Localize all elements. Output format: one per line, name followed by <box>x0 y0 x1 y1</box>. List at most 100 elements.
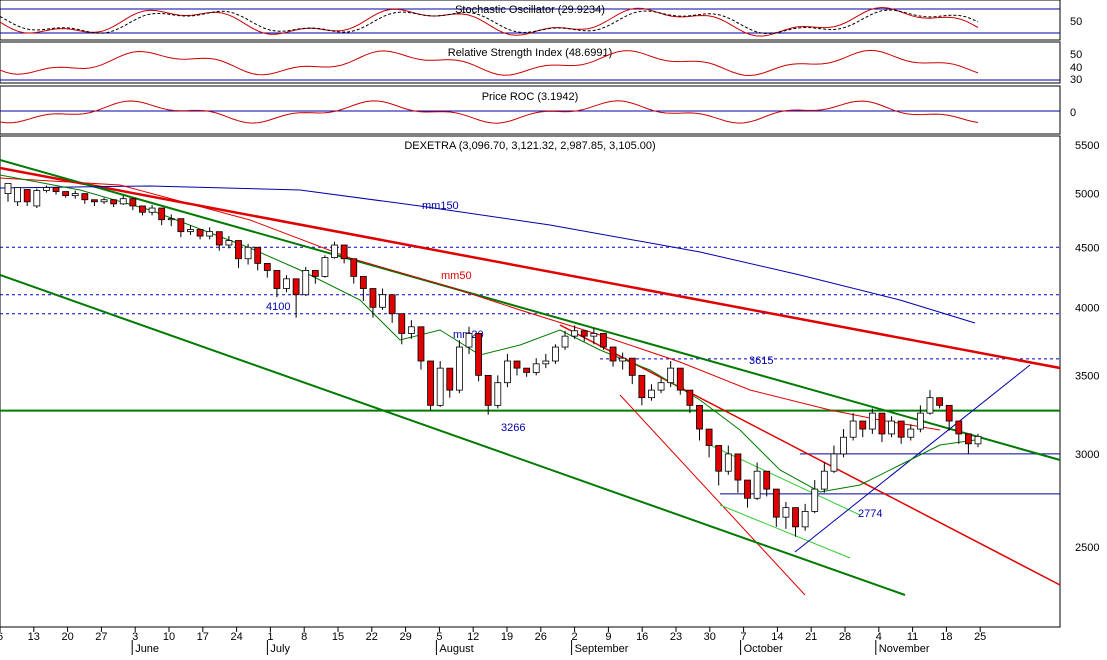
rsi-tick-40: 40 <box>1070 62 1082 74</box>
annotation-label: mm50 <box>441 270 472 282</box>
annotation-label: 3615 <box>749 355 773 367</box>
candle-body <box>359 276 367 289</box>
candle-body <box>407 326 415 334</box>
candle-body <box>455 346 463 391</box>
candle-body <box>619 357 627 362</box>
candle-body <box>139 205 146 213</box>
candle-body <box>81 193 89 201</box>
rsi-frame <box>0 41 1061 84</box>
candle-body <box>110 199 118 205</box>
stochastic-d-line <box>0 9 979 35</box>
x-tick-label: 3 <box>132 631 138 643</box>
trend-line <box>559 324 1061 586</box>
candle-body <box>590 333 598 337</box>
x-tick-label: 9 <box>605 631 611 643</box>
candle-body <box>897 420 905 438</box>
candle-body <box>215 231 223 246</box>
y-tick-label: 3500 <box>1075 370 1099 382</box>
annotation-label: 3266 <box>501 422 525 434</box>
candle-body <box>878 412 886 435</box>
candle-body <box>945 404 953 422</box>
month-label: September <box>575 643 629 655</box>
candle-body <box>235 240 242 260</box>
candle-body <box>542 360 550 365</box>
candle-body <box>23 189 31 203</box>
x-tick-label: 28 <box>839 631 851 643</box>
candle-body <box>830 453 838 472</box>
y-tick-label: 4500 <box>1075 242 1099 254</box>
candle-body <box>177 218 185 233</box>
y-tick-label: 3000 <box>1075 449 1099 461</box>
candle-body <box>379 294 386 308</box>
x-tick-label: 17 <box>197 631 209 643</box>
candle-body <box>964 433 972 445</box>
candle-body <box>436 367 444 406</box>
mm50-line <box>0 177 941 431</box>
candle-body <box>4 183 12 194</box>
candle-body <box>369 288 377 308</box>
candle-body <box>244 246 252 260</box>
trend-line <box>0 274 906 596</box>
x-tick-label: 30 <box>704 631 716 643</box>
candle-body <box>696 404 703 430</box>
candle-body <box>225 240 233 246</box>
x-tick-label: 27 <box>95 631 107 643</box>
candle-body <box>292 278 300 296</box>
x-tick-label: 20 <box>61 631 73 643</box>
candle-body <box>811 488 819 512</box>
stochastic-label: Stochastic Oscillator (29.9234) <box>455 4 605 16</box>
x-tick-label: 10 <box>163 631 175 643</box>
candle-body <box>388 294 396 315</box>
trend-line <box>719 504 851 559</box>
month-label: August <box>439 643 473 655</box>
candle-body <box>820 470 828 490</box>
candle-body <box>676 367 684 391</box>
candle-body <box>974 435 982 445</box>
y-tick-label: 4000 <box>1075 302 1099 314</box>
x-tick-label: 11 <box>907 631 918 643</box>
candle-body <box>609 346 617 362</box>
candle-body <box>868 412 876 430</box>
candle-body <box>119 198 127 205</box>
candle-body <box>600 333 607 348</box>
y-tick-label: 5000 <box>1075 189 1099 201</box>
x-tick-label: 7 <box>741 631 747 643</box>
candle-body <box>916 412 924 430</box>
axis-layer: 5500500045004000350030002500613202731017… <box>0 140 1099 655</box>
candle-body <box>427 360 434 406</box>
roc-frame <box>0 85 1061 135</box>
candle-body <box>686 389 694 406</box>
x-tick-label: 13 <box>28 631 40 643</box>
x-tick-label: 22 <box>366 631 378 643</box>
candle-body <box>254 246 262 264</box>
candle-body <box>532 363 540 373</box>
candle-body <box>628 357 636 376</box>
rsi-panel: Relative Strength Index (48.6991) 50 40 … <box>0 41 1082 86</box>
price-frame <box>0 135 1061 628</box>
y-tick-label: 2500 <box>1075 542 1099 554</box>
candle-body <box>196 229 204 237</box>
candle-body <box>340 244 348 260</box>
x-tick-label: 12 <box>467 631 479 643</box>
roc-tick-0: 0 <box>1070 107 1076 119</box>
candle-body <box>43 187 50 191</box>
candle-body <box>350 258 358 277</box>
candle-body <box>14 187 22 203</box>
candle-body <box>734 453 742 481</box>
candle-body <box>417 326 425 362</box>
price-layer: mm150mm50mm204100326636152774 <box>0 159 1061 596</box>
candle-body <box>311 270 319 277</box>
candle-body <box>158 207 166 221</box>
candle-body <box>187 229 194 233</box>
x-tick-label: 8 <box>301 631 307 643</box>
x-tick-label: 1 <box>267 631 273 643</box>
x-tick-label: 21 <box>805 631 817 643</box>
candle-body <box>321 257 329 277</box>
candle-body <box>475 333 482 376</box>
candle-body <box>513 360 521 369</box>
candle-body <box>552 346 559 362</box>
candle-body <box>667 367 675 384</box>
candle-body <box>302 270 310 296</box>
candle-body <box>398 313 406 334</box>
